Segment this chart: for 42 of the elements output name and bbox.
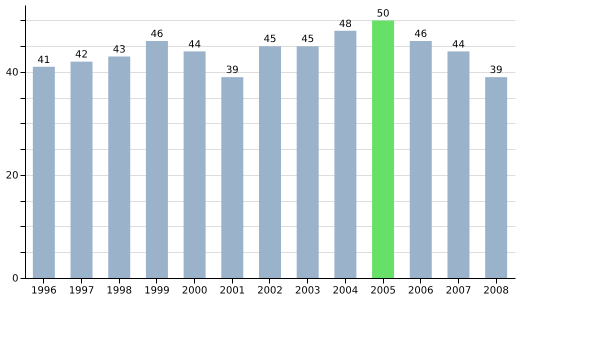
x-tick-label: 2005 [370, 286, 396, 296]
bar [146, 41, 168, 278]
x-tick-label: 2002 [257, 286, 283, 296]
y-tick-label: 40 [6, 67, 18, 78]
x-tick-label: 2006 [408, 286, 434, 296]
x-tick-label: 2008 [483, 286, 509, 296]
y-tick-label: 0 [12, 274, 18, 284]
data-label: 39 [226, 65, 239, 76]
bar [108, 56, 130, 278]
x-tick-label: 2000 [182, 286, 208, 296]
bar [259, 46, 281, 278]
x-tick-label: 2001 [220, 286, 246, 296]
x-tick-label: 1997 [68, 286, 94, 296]
x-tick-label: 1999 [144, 286, 170, 296]
bar [70, 62, 93, 278]
x-tick-label: 2004 [332, 286, 358, 296]
data-label: 45 [264, 34, 276, 46]
data-label: 42 [75, 50, 88, 61]
y-tick-label: 20 [6, 170, 18, 182]
bar [184, 51, 206, 278]
bar [485, 77, 508, 278]
data-label: 45 [301, 34, 314, 46]
bar [372, 20, 394, 278]
bar [447, 51, 470, 278]
data-label: 44 [188, 39, 201, 50]
bar [32, 66, 55, 278]
x-tick-label: 1998 [106, 286, 132, 296]
data-label: 50 [376, 8, 390, 20]
bar [410, 41, 432, 278]
bar [334, 30, 356, 278]
bar [296, 46, 319, 278]
data-label: 46 [414, 29, 428, 40]
data-label: 43 [112, 44, 126, 56]
data-label: 46 [150, 29, 164, 40]
x-tick-label: 2007 [446, 286, 472, 296]
data-label: 39 [490, 65, 503, 76]
data-label: 41 [37, 54, 50, 66]
data-label: 44 [452, 39, 465, 50]
bar [221, 77, 244, 278]
x-tick-label: 1996 [31, 286, 57, 296]
data-label: 48 [339, 18, 352, 30]
x-tick-label: 2003 [294, 286, 320, 296]
